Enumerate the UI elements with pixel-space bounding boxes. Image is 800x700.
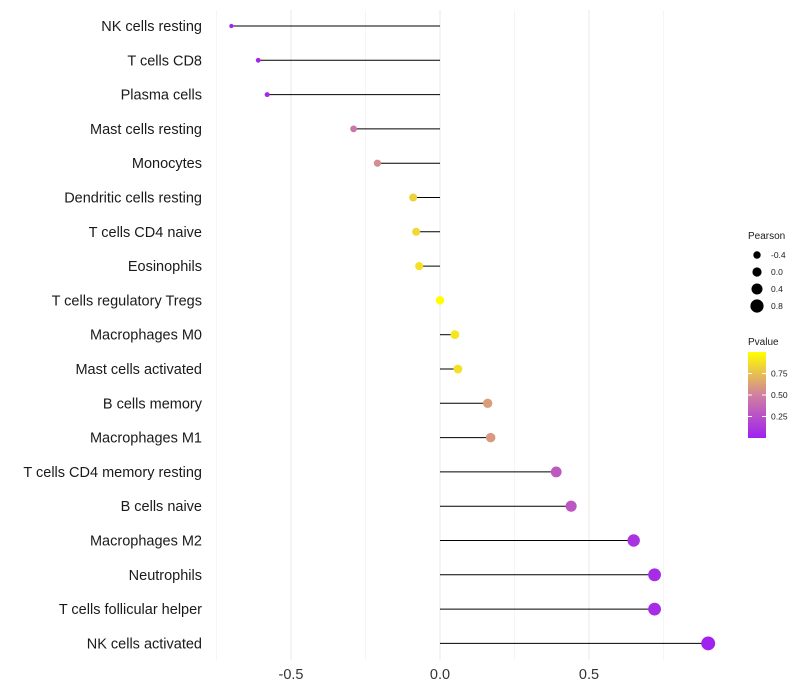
category-label: Dendritic cells resting <box>64 191 202 207</box>
data-point <box>450 330 460 340</box>
data-point <box>255 57 261 63</box>
pvalue-colorbar <box>748 352 766 438</box>
pearson-size-legend: Pearson -0.4 0.0 0.4 0.8 <box>748 231 786 313</box>
pvalue-legend-title: Pvalue <box>748 337 779 348</box>
category-label: B cells naive <box>121 499 202 515</box>
category-label: Neutrophils <box>129 568 202 584</box>
data-point <box>409 193 418 202</box>
pvalue-color-legend: Pvalue 0.75 0.50 0.25 <box>748 337 788 438</box>
data-point <box>229 23 234 29</box>
category-label: Monocytes <box>132 156 202 172</box>
size-legend-dot <box>752 267 762 277</box>
category-label: T cells CD4 naive <box>89 225 202 241</box>
colorbar-label: 0.75 <box>771 369 788 379</box>
category-label: NK cells activated <box>87 636 202 652</box>
category-label: T cells regulatory Tregs <box>52 293 202 309</box>
category-label: NK cells resting <box>101 19 202 35</box>
data-point <box>648 568 661 582</box>
data-point <box>485 432 496 443</box>
category-label: T cells CD4 memory resting <box>23 465 202 481</box>
category-label: B cells memory <box>103 396 203 412</box>
data-point <box>415 262 424 271</box>
colorbar-label: 0.50 <box>771 390 788 400</box>
size-legend-label: 0.0 <box>771 267 783 277</box>
category-label: Mast cells resting <box>90 122 202 138</box>
data-point <box>453 364 463 374</box>
colorbar-label: 0.25 <box>771 412 788 422</box>
size-legend-label: 0.8 <box>771 301 783 311</box>
data-point <box>350 125 357 133</box>
category-label: Macrophages M1 <box>90 431 202 447</box>
data-point <box>435 296 445 305</box>
category-label: T cells CD8 <box>127 53 202 69</box>
size-legend-dot <box>751 283 763 295</box>
data-point <box>264 92 270 98</box>
category-label: Eosinophils <box>128 259 202 275</box>
data-point <box>701 636 716 651</box>
data-point <box>550 466 562 478</box>
x-tick-label: 0.0 <box>430 667 450 683</box>
lollipop-stems <box>231 25 709 644</box>
size-legend-dot <box>753 251 761 259</box>
data-point <box>373 159 382 167</box>
data-point <box>412 227 421 236</box>
category-label: Macrophages M2 <box>90 534 202 550</box>
data-point <box>565 500 577 512</box>
size-legend-label: 0.4 <box>771 284 783 294</box>
size-legend-dot <box>750 299 764 313</box>
pearson-legend-title: Pearson <box>748 231 785 242</box>
category-label: Plasma cells <box>121 88 202 104</box>
data-point <box>648 602 661 616</box>
lollipop-points <box>229 23 716 651</box>
category-labels: NK cells resting T cells CD8 Plasma cells M… <box>23 19 202 652</box>
category-label: Macrophages M0 <box>90 328 202 344</box>
x-tick-label: 0.5 <box>579 667 599 683</box>
x-axis-ticks: -0.5 0.0 0.5 <box>279 667 600 683</box>
data-point <box>482 398 493 409</box>
size-legend-label: -0.4 <box>771 250 786 260</box>
data-point <box>627 534 640 547</box>
x-tick-label: -0.5 <box>279 667 304 683</box>
category-label: T cells follicular helper <box>59 602 202 618</box>
category-label: Mast cells activated <box>75 362 202 378</box>
